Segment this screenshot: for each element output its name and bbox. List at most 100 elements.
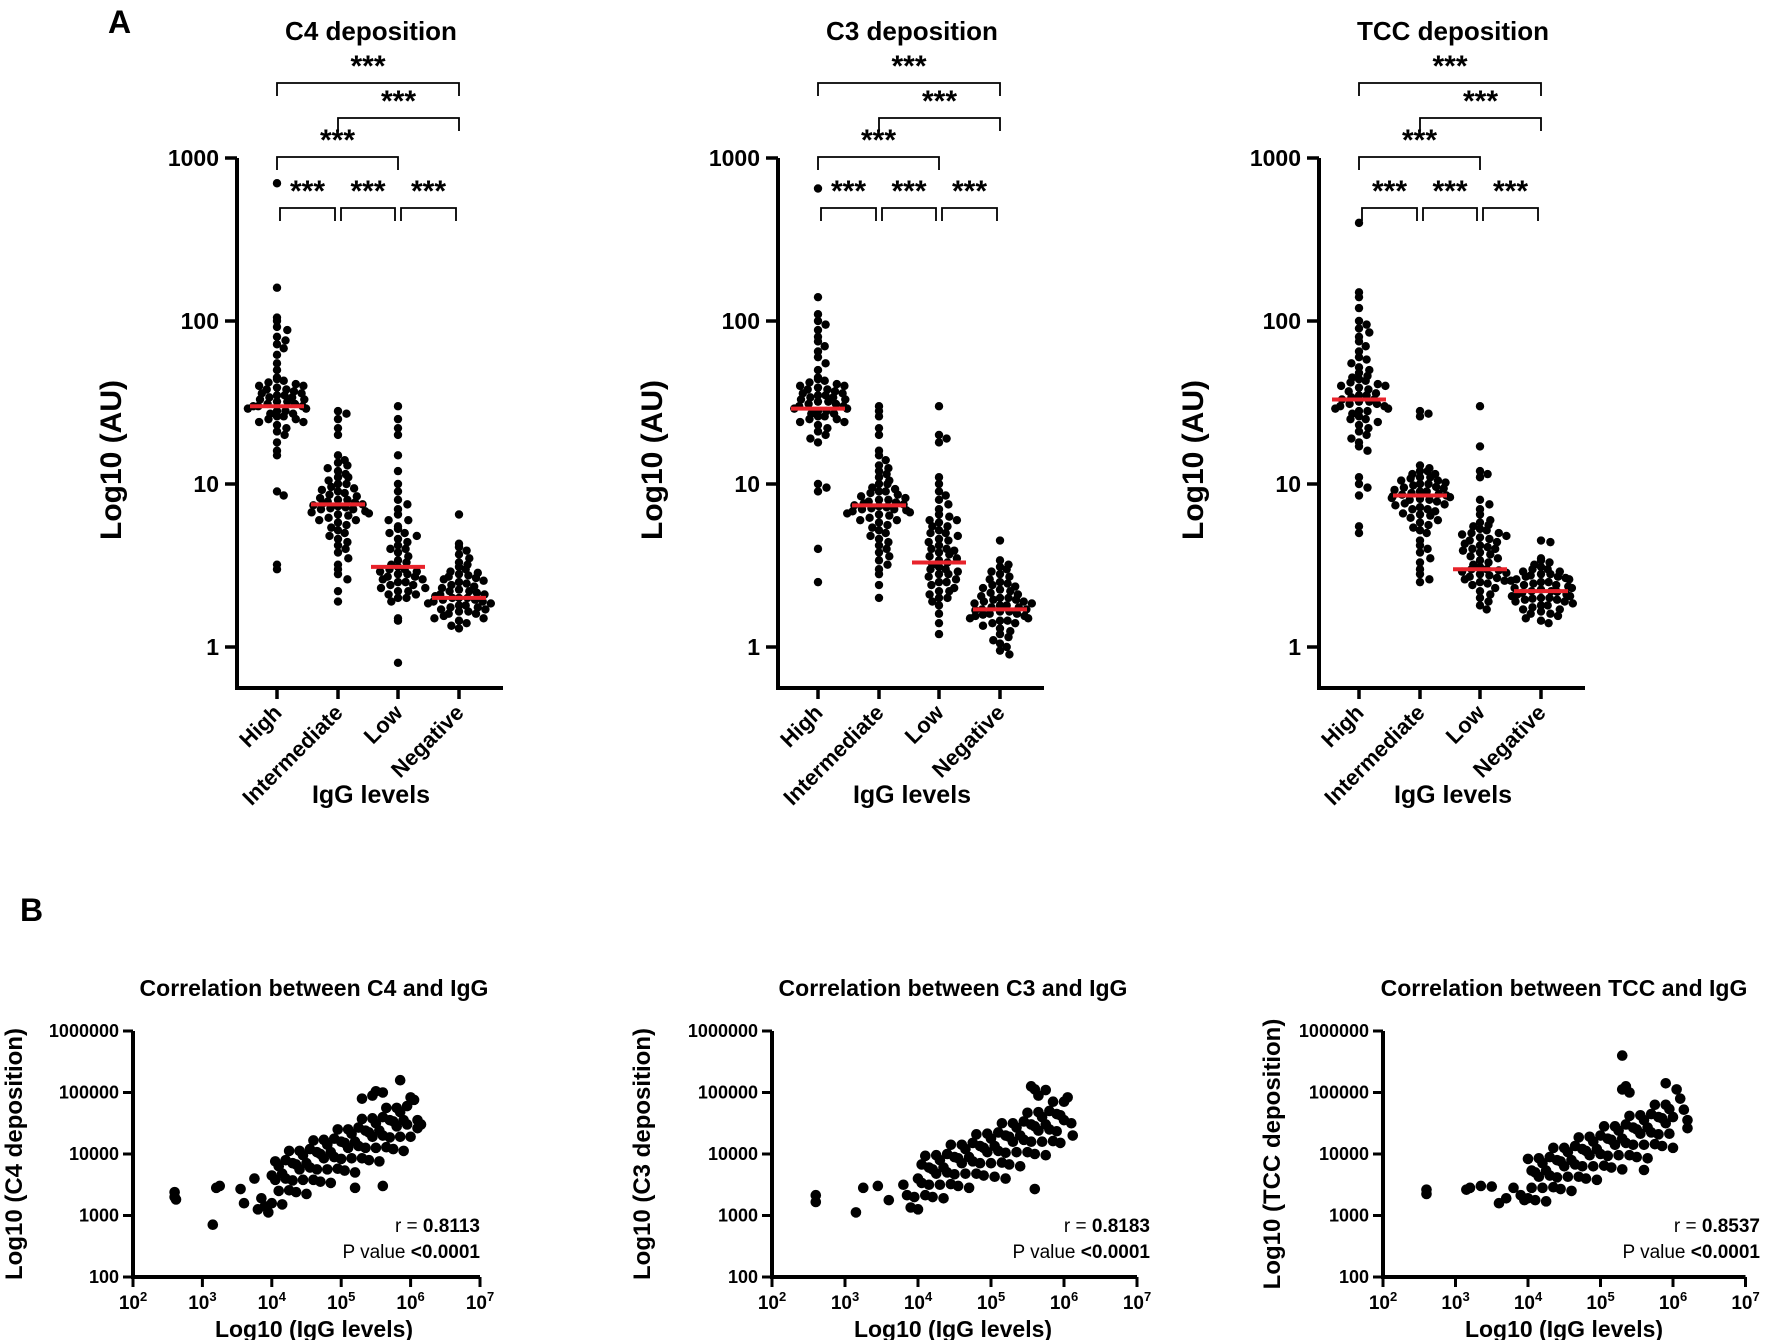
chart-title: C3 deposition (826, 16, 998, 46)
data-point (1362, 430, 1371, 440)
data-point (1656, 1140, 1668, 1152)
data-point (402, 558, 411, 567)
y-tick-label: 100 (89, 1267, 119, 1287)
data-point (1475, 569, 1485, 579)
data-point (447, 621, 456, 630)
data-point (323, 464, 332, 473)
data-point (874, 466, 884, 476)
data-point (471, 609, 481, 618)
data-point (804, 399, 813, 409)
x-tick-label: 105 (977, 1289, 1005, 1314)
data-point (471, 573, 481, 583)
chart-title: Correlation between C4 and IgG (140, 975, 489, 1001)
y-tick-label: 1000 (718, 1206, 758, 1226)
data-point (301, 1188, 312, 1200)
data-point (1520, 595, 1530, 604)
data-point (1609, 1139, 1621, 1151)
data-point (356, 1113, 368, 1125)
data-point (393, 487, 403, 496)
data-point (1485, 571, 1494, 580)
data-point (934, 541, 944, 550)
significance-stars: *** (1493, 175, 1528, 208)
category-label: Low (359, 699, 408, 748)
data-point (1546, 569, 1555, 579)
data-point (1584, 1149, 1595, 1161)
data-point (454, 607, 464, 616)
data-point (1543, 601, 1552, 610)
data-point (874, 495, 884, 504)
data-point (479, 614, 488, 623)
data-point (281, 336, 290, 345)
data-point (1483, 542, 1492, 552)
data-point (454, 624, 464, 633)
data-point (813, 383, 823, 392)
data-point (322, 1164, 333, 1175)
data-point (1002, 642, 1011, 652)
data-point (464, 607, 473, 616)
data-point (272, 412, 282, 421)
data-point (1055, 1137, 1066, 1149)
data-point (1033, 1090, 1044, 1101)
data-point (393, 534, 403, 544)
data-point (942, 577, 951, 587)
data-point (934, 618, 944, 628)
data-point (1475, 541, 1485, 550)
data-point (436, 605, 446, 614)
data-point (1486, 1181, 1498, 1192)
data-point (934, 601, 944, 610)
data-point (813, 438, 823, 447)
data-point (1426, 511, 1435, 520)
data-point (883, 520, 892, 530)
data-point (410, 572, 420, 581)
data-point (1475, 442, 1485, 451)
stats-p: P value <0.0001 (1622, 1242, 1760, 1263)
significance-bracket (1358, 82, 1542, 96)
data-point (874, 451, 884, 460)
data-point (454, 601, 464, 610)
data-point (952, 515, 962, 525)
data-point (327, 482, 336, 492)
x-axis-title: IgG levels (312, 781, 430, 809)
data-point (279, 412, 288, 421)
data-point (235, 1183, 246, 1195)
data-point (995, 536, 1005, 545)
data-point (1036, 1136, 1048, 1147)
data-point (1354, 479, 1364, 489)
data-point (1354, 324, 1364, 333)
data-point (272, 420, 282, 430)
data-point (393, 541, 403, 550)
data-point (1485, 534, 1494, 544)
data-point (1002, 565, 1011, 574)
significance-bracket (941, 207, 998, 221)
data-point (1354, 473, 1364, 482)
data-point (1409, 523, 1418, 532)
stats-r: r = 0.8183 (1064, 1216, 1150, 1237)
data-point (1345, 399, 1354, 409)
data-point (1415, 577, 1425, 587)
stats-p: P value <0.0001 (342, 1242, 480, 1263)
data-point (874, 430, 884, 440)
data-point (1536, 562, 1546, 572)
data-point (335, 1153, 347, 1165)
data-point (393, 466, 403, 476)
data-point (1354, 427, 1364, 436)
data-point (404, 515, 413, 525)
data-point (272, 427, 282, 436)
data-point (1011, 1146, 1022, 1158)
data-point (1536, 607, 1546, 616)
data-point (1354, 352, 1364, 362)
significance-stars: *** (1463, 85, 1498, 118)
data-point (1391, 501, 1400, 510)
data-point (874, 412, 884, 421)
data-point (1484, 558, 1493, 567)
data-point (905, 1202, 916, 1213)
data-point (364, 509, 374, 518)
data-point (1354, 337, 1364, 346)
data-point (1381, 381, 1390, 391)
data-point (1415, 412, 1425, 421)
significance-stars: *** (891, 50, 926, 83)
data-point (333, 569, 343, 579)
data-point (945, 1139, 957, 1151)
data-point (943, 522, 952, 531)
